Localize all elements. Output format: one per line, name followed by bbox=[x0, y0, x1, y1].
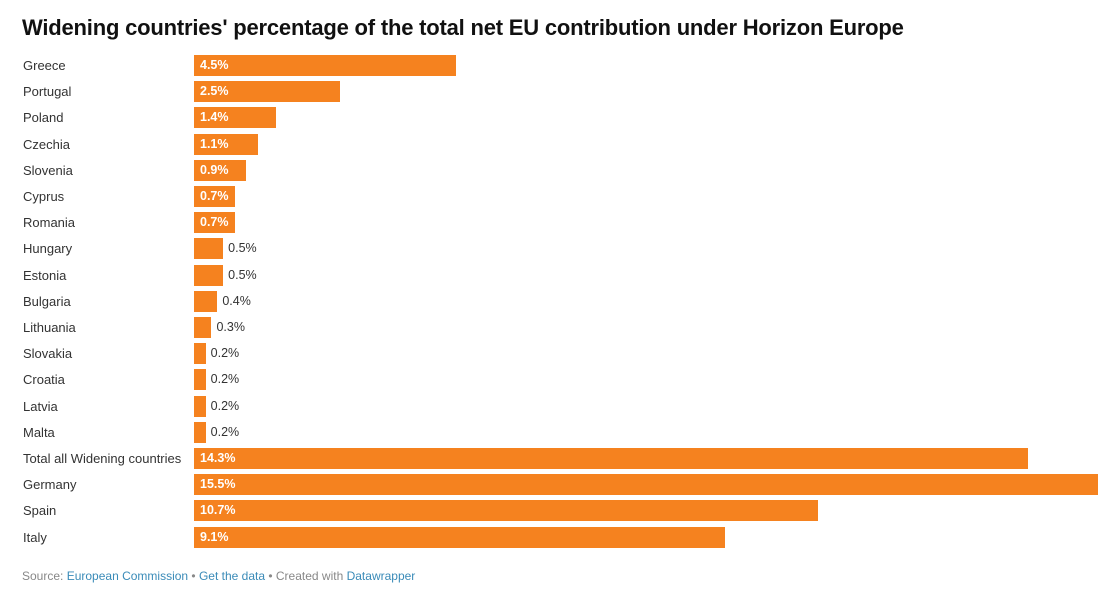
value-label: 10.7% bbox=[200, 503, 236, 518]
category-label: Cyprus bbox=[23, 189, 65, 204]
bar bbox=[194, 238, 224, 260]
value-label: 0.4% bbox=[222, 293, 251, 308]
footer: Source: European Commission • Get the da… bbox=[22, 569, 415, 583]
separator: • bbox=[188, 569, 199, 583]
bar bbox=[194, 369, 206, 391]
category-label: Italy bbox=[23, 529, 47, 545]
category-label: Malta bbox=[23, 424, 55, 440]
value-label: 0.2% bbox=[210, 398, 240, 413]
bar bbox=[194, 474, 1098, 496]
bar bbox=[194, 264, 224, 286]
bar bbox=[194, 395, 206, 417]
category-label: Slovenia bbox=[23, 162, 73, 178]
bar bbox=[194, 290, 218, 312]
value-label: 0.2% bbox=[210, 424, 240, 439]
value-label: 0.3% bbox=[216, 320, 245, 334]
bar bbox=[194, 317, 212, 338]
value-label: 0.9% bbox=[200, 162, 229, 177]
bar bbox=[194, 186, 235, 207]
bar bbox=[194, 212, 235, 234]
chart-title: Widening countries' percentage of the to… bbox=[22, 15, 904, 40]
category-label: Croatia bbox=[23, 372, 65, 388]
category-label: Estonia bbox=[23, 267, 67, 283]
value-label: 14.3% bbox=[200, 451, 236, 465]
value-label: 0.5% bbox=[228, 267, 257, 282]
category-label: Total all Widening countries bbox=[23, 451, 182, 466]
value-label: 0.2% bbox=[210, 372, 240, 387]
bar bbox=[194, 133, 259, 155]
category-label: Czechia bbox=[23, 136, 70, 152]
category-label: Lithuania bbox=[23, 320, 76, 335]
separator: • bbox=[265, 569, 276, 583]
category-label: Poland bbox=[23, 110, 64, 126]
bar bbox=[194, 159, 247, 181]
value-label: 15.5% bbox=[200, 477, 236, 492]
category-label: Bulgaria bbox=[23, 293, 71, 309]
value-label: 0.5% bbox=[228, 241, 257, 256]
datawrapper-link[interactable]: Datawrapper bbox=[346, 569, 416, 583]
bar bbox=[194, 343, 206, 365]
bar bbox=[194, 421, 206, 443]
source-link[interactable]: European Commission bbox=[66, 569, 189, 583]
category-label: Latvia bbox=[23, 398, 58, 414]
bar bbox=[194, 107, 276, 129]
value-label: 2.5% bbox=[200, 84, 229, 99]
value-label: 9.1% bbox=[200, 529, 229, 544]
bar bbox=[194, 81, 340, 103]
bar bbox=[194, 526, 725, 548]
category-label: Germany bbox=[23, 477, 77, 493]
bar bbox=[194, 448, 1028, 469]
category-label: Slovakia bbox=[23, 346, 73, 362]
category-label: Spain bbox=[23, 503, 57, 519]
category-label: Greece bbox=[23, 58, 66, 73]
value-label: 0.7% bbox=[200, 189, 229, 203]
source-prefix: Source: bbox=[22, 569, 67, 583]
value-label: 0.7% bbox=[200, 215, 229, 230]
value-label: 1.4% bbox=[200, 110, 229, 125]
category-label: Hungary bbox=[23, 241, 73, 257]
bar bbox=[194, 55, 457, 76]
value-label: 0.2% bbox=[210, 346, 240, 361]
value-label: 1.1% bbox=[200, 136, 229, 151]
value-label: 4.5% bbox=[200, 58, 229, 72]
category-label: Portugal bbox=[23, 84, 72, 100]
get-data-link[interactable]: Get the data bbox=[198, 569, 266, 583]
created-prefix: Created with bbox=[275, 569, 347, 583]
bar bbox=[194, 500, 819, 522]
category-label: Romania bbox=[23, 215, 76, 231]
